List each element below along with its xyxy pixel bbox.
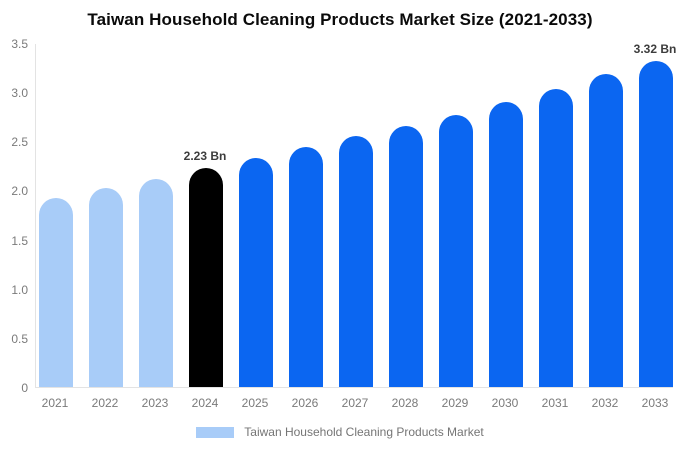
y-axis-tick-2.5: 2.5 xyxy=(11,135,28,150)
bar-2031[interactable] xyxy=(539,89,573,387)
y-axis-tick-0.5: 0.5 xyxy=(11,331,28,346)
x-axis-tick-2027: 2027 xyxy=(341,396,369,410)
x-axis-tick-2032: 2032 xyxy=(591,396,619,410)
plot-area xyxy=(35,44,673,388)
legend-item[interactable]: Taiwan Household Cleaning Products Marke… xyxy=(196,425,484,439)
y-axis-tick-1.0: 1.0 xyxy=(11,282,28,297)
x-axis-tick-2025: 2025 xyxy=(241,396,269,410)
bar-2026[interactable] xyxy=(289,147,323,387)
bar-2028[interactable] xyxy=(389,125,423,387)
y-axis-tick-3.0: 3.0 xyxy=(11,86,28,101)
bar-2033[interactable] xyxy=(639,60,673,387)
bar-2030[interactable] xyxy=(489,101,523,387)
x-axis-tick-2022: 2022 xyxy=(91,396,119,410)
chart-legend: Taiwan Household Cleaning Products Marke… xyxy=(0,425,680,439)
bar-2025[interactable] xyxy=(239,158,273,387)
x-axis-tick-2030: 2030 xyxy=(491,396,519,410)
x-axis-tick-2033: 2033 xyxy=(641,396,669,410)
bar-2022[interactable] xyxy=(89,188,123,387)
legend-swatch-icon xyxy=(196,426,235,438)
x-axis-tick-2029: 2029 xyxy=(441,396,469,410)
bar-2021[interactable] xyxy=(39,198,73,387)
x-axis-tick-2028: 2028 xyxy=(391,396,419,410)
chart-title: Taiwan Household Cleaning Products Marke… xyxy=(87,10,593,29)
bar-value-label-2033: 3.32 Bn xyxy=(633,41,677,56)
y-axis-tick-1.5: 1.5 xyxy=(11,233,28,248)
x-axis-tick-2024: 2024 xyxy=(191,396,219,410)
y-axis-tick-0: 0 xyxy=(21,381,28,395)
bar-2032[interactable] xyxy=(589,74,623,387)
y-axis-tick-3.5: 3.5 xyxy=(11,37,28,51)
y-axis-tick-2.0: 2.0 xyxy=(11,184,28,199)
bar-value-label-2024: 2.23 Bn xyxy=(183,148,227,163)
bar-2024[interactable] xyxy=(189,167,223,387)
x-axis-tick-2031: 2031 xyxy=(541,396,569,410)
x-axis-tick-2021: 2021 xyxy=(41,396,69,410)
x-axis-tick-2023: 2023 xyxy=(141,396,169,410)
x-axis-tick-2026: 2026 xyxy=(291,396,319,410)
bar-2023[interactable] xyxy=(139,178,173,387)
bar-2029[interactable] xyxy=(439,114,473,387)
bar-2027[interactable] xyxy=(339,136,373,387)
legend-label: Taiwan Household Cleaning Products Marke… xyxy=(244,425,484,439)
